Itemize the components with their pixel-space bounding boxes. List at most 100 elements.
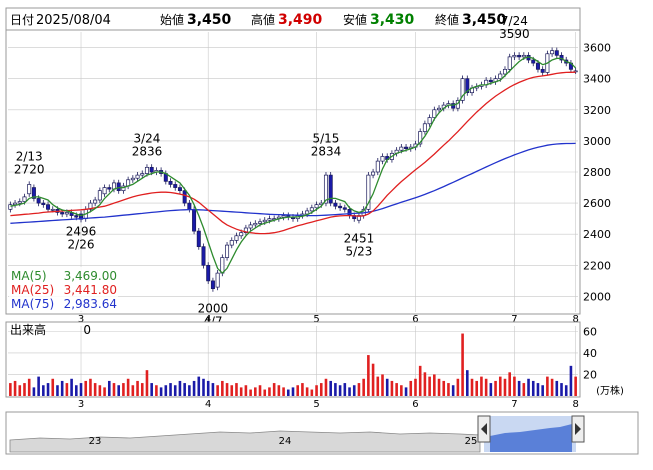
volume-bar xyxy=(18,385,22,396)
volume-bar xyxy=(503,378,507,396)
navigator-right-handle[interactable] xyxy=(571,415,585,443)
candle xyxy=(93,196,98,207)
volume-x-tick-label: 4 xyxy=(205,399,211,410)
candle-body xyxy=(309,207,314,212)
volume-bar xyxy=(564,385,568,396)
high-label: 高値 xyxy=(251,12,275,27)
candle-body xyxy=(333,202,338,207)
volume-bar xyxy=(527,378,530,396)
volume-bar xyxy=(428,376,431,396)
volume-bar xyxy=(173,385,177,396)
price-x-tick-label: 7 xyxy=(511,314,517,325)
candle-body xyxy=(107,187,112,190)
volume-bar xyxy=(136,380,139,396)
close-label: 終値 xyxy=(435,12,459,27)
candle xyxy=(328,172,333,207)
volume-bar xyxy=(244,385,248,396)
legend-ma25-label: MA(25) xyxy=(11,283,54,297)
volume-bar xyxy=(423,372,427,396)
candle-body xyxy=(225,244,230,258)
price-tick-label: 2200 xyxy=(583,259,611,272)
volume-bar xyxy=(13,380,17,396)
candle-body xyxy=(427,117,432,125)
candle-body xyxy=(8,204,13,210)
volume-bar xyxy=(84,380,88,396)
price-x-tick-label: 3 xyxy=(78,314,84,325)
volume-bar xyxy=(188,385,191,396)
volume-bar xyxy=(451,385,455,396)
candle xyxy=(27,181,32,197)
volume-bar xyxy=(159,387,163,396)
volume-tick-label: 60 xyxy=(583,325,597,338)
candle xyxy=(201,243,206,269)
candle xyxy=(451,100,456,112)
candle-body xyxy=(130,177,135,181)
annotation-line-1: 2496 xyxy=(66,224,97,238)
volume-bar xyxy=(37,376,40,396)
legend-ma75-label: MA(75) xyxy=(11,297,54,311)
candle xyxy=(427,114,432,127)
volume-bar xyxy=(569,365,573,396)
candle-body xyxy=(64,212,69,215)
candle xyxy=(554,47,559,59)
volume-bar xyxy=(461,333,464,396)
volume-bar xyxy=(254,387,257,396)
navigator-history-area xyxy=(9,430,481,453)
candle-body xyxy=(196,230,201,248)
annotation-line-1: 2/13 xyxy=(16,149,43,163)
ma-legend: MA(5) 3,469.00 MA(25) 3,441.80 MA(75) 2,… xyxy=(9,267,118,311)
volume-tick-label: 40 xyxy=(583,347,597,360)
price-x-tick-label: 4 xyxy=(205,314,211,325)
candle-body xyxy=(314,204,319,209)
candle-body xyxy=(192,208,197,232)
volume-bar xyxy=(89,378,92,396)
candle xyxy=(41,200,46,208)
candle-body xyxy=(498,73,503,80)
volume-bar xyxy=(122,383,125,396)
volume-bar xyxy=(555,380,559,396)
navigator[interactable]: 23 24 25 xyxy=(5,411,639,455)
ma75-line xyxy=(10,142,576,224)
candle-body xyxy=(338,205,343,209)
volume-bar xyxy=(536,383,540,396)
volume-bar xyxy=(315,385,318,396)
volume-bar xyxy=(239,387,243,396)
candle-body xyxy=(210,280,215,290)
candle xyxy=(465,75,470,96)
volume-x-tick-label: 5 xyxy=(313,399,319,410)
candle-body xyxy=(177,187,182,192)
volume-bar xyxy=(541,385,544,396)
volume-bar xyxy=(324,378,328,396)
candle-body xyxy=(573,70,578,73)
volume-bar xyxy=(480,376,483,396)
volume-bar xyxy=(470,378,474,396)
legend-ma5-label: MA(5) xyxy=(11,269,47,283)
candle xyxy=(418,128,423,148)
candle-body xyxy=(239,232,244,237)
date-label: 日付 xyxy=(10,13,34,27)
candle xyxy=(460,75,465,104)
volume-bar xyxy=(249,389,252,396)
candle xyxy=(173,181,178,191)
candle-body xyxy=(187,202,192,210)
navigator-left-handle[interactable] xyxy=(477,415,491,443)
navigator-label-25: 25 xyxy=(465,436,478,447)
navigator-selection-area xyxy=(490,424,572,452)
candle xyxy=(338,203,343,211)
candle-body xyxy=(46,204,51,210)
volume-bar xyxy=(126,378,130,396)
volume-bar xyxy=(305,387,309,396)
volume-bar xyxy=(352,385,356,396)
volume-bar xyxy=(371,363,375,396)
candle-body xyxy=(253,222,258,226)
volume-bar xyxy=(192,380,196,396)
candle xyxy=(182,187,187,207)
candle-body xyxy=(182,190,187,204)
volume-bar xyxy=(376,376,380,396)
candle-body xyxy=(328,174,333,204)
volume-bar xyxy=(206,380,210,396)
candle xyxy=(135,172,140,182)
candle-body xyxy=(437,107,442,111)
